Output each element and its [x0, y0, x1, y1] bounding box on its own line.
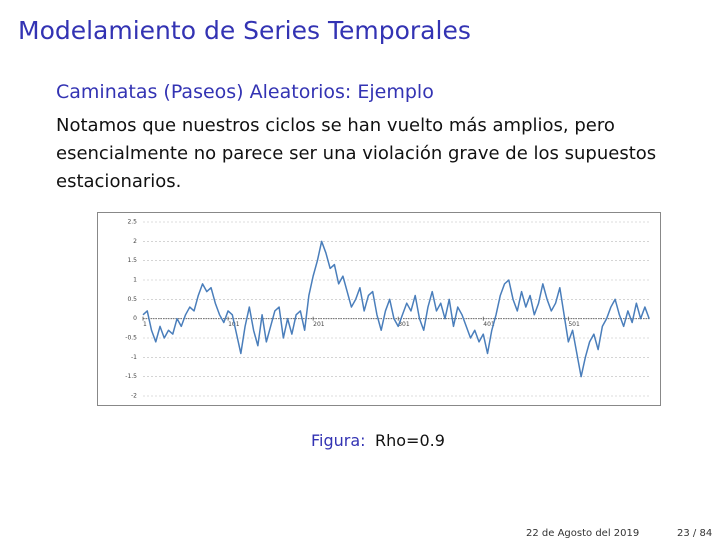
- chart: 2.521.510.50-0.5-1-1.5-21 101 201 301 401 501: [97, 212, 661, 406]
- y-tick-label: 1.5: [127, 257, 137, 264]
- x-tick-label: 1: [143, 321, 147, 328]
- x-tick-label: 301: [398, 321, 410, 328]
- x-tick-label: 501: [568, 321, 580, 328]
- footer-page: 23 / 84: [677, 528, 713, 539]
- x-tick-label: 401: [483, 321, 495, 328]
- y-tick-label: 2: [133, 238, 137, 245]
- series-line: [142, 240, 650, 378]
- body-line: estacionarios.: [56, 171, 182, 192]
- body-line: esencialmente no parece ser una violació…: [56, 143, 657, 164]
- y-tick-label: -0.5: [125, 335, 137, 342]
- footer-date: 22 de Agosto del 2019: [526, 528, 640, 539]
- caption: Rho=0.9: [375, 431, 445, 450]
- y-tick-label: -2: [131, 393, 137, 400]
- y-tick-label: 1: [133, 277, 137, 284]
- y-tick-label: -1.5: [125, 373, 137, 380]
- body-line: Notamos que nuestros ciclos se han vuelt…: [56, 115, 615, 136]
- x-tick-label: 201: [313, 321, 325, 328]
- y-tick-label: 2.5: [127, 219, 137, 226]
- y-tick-label: 0: [133, 315, 137, 322]
- subtitle: Caminatas (Paseos) Aleatorios: Ejemplo: [56, 81, 434, 103]
- slide-title: Modelamiento de Series Temporales: [18, 16, 471, 45]
- caption-label: Figura:: [311, 431, 366, 450]
- y-tick-label: -1: [131, 354, 137, 361]
- y-tick-label: 0.5: [127, 296, 137, 303]
